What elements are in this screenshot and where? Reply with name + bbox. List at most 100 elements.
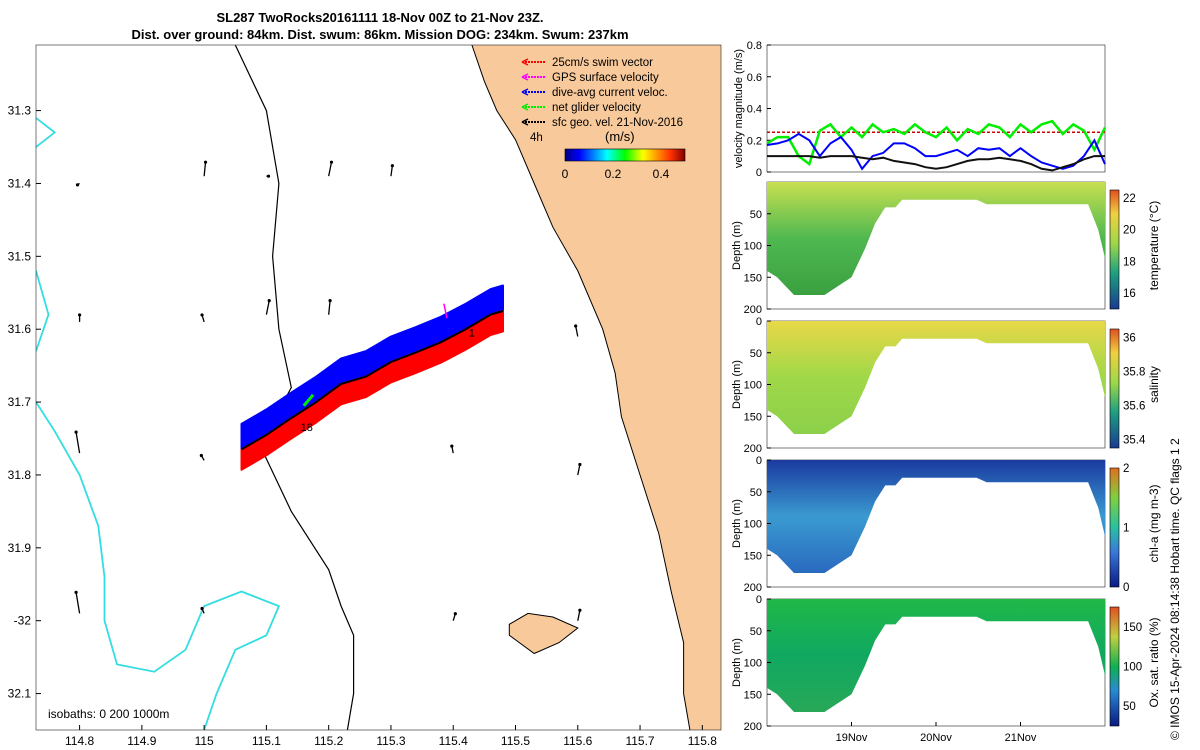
geo-vector — [75, 592, 81, 614]
geo-vector-head — [200, 606, 204, 611]
section-colorbar-salinity — [1109, 328, 1120, 449]
section-colorbar-label: chl-a (mg m-3) — [1147, 484, 1161, 562]
geo-vector — [575, 325, 579, 337]
section-colorbar-oxygen — [1109, 606, 1120, 727]
section-y-tick-label: 100 — [744, 519, 762, 531]
velocity-y-tick-label: 0.2 — [747, 135, 762, 147]
chart-title-line2: Dist. over ground: 84km. Dist. swum: 86k… — [131, 27, 629, 42]
legend-label: net glider velocity — [552, 102, 641, 114]
section-colorbar-tick: 16 — [1123, 288, 1136, 300]
rottnest-island — [508, 612, 579, 655]
geo-vector — [577, 610, 581, 621]
section-y-tick-label: 100 — [744, 380, 762, 392]
map-y-tick-label: 31.7 — [8, 395, 32, 409]
isobath-1000m-1 — [36, 117, 57, 148]
glider-track — [240, 310, 504, 451]
geo-vector-head — [267, 299, 271, 303]
section-y-tick-label: 0 — [756, 594, 762, 606]
map-y-tick-label: 31.5 — [8, 249, 32, 263]
section-colorbar-label: temperature (°C) — [1147, 201, 1161, 291]
section-y-tick-label: 50 — [750, 209, 762, 221]
section-y-tick-label: 50 — [750, 626, 762, 638]
map-x-tick-label: 115 — [195, 734, 214, 748]
section-colorbar-tick: 1 — [1123, 523, 1129, 535]
legend-label: sfc geo. vel. 21-Nov-2016 — [552, 117, 683, 129]
velocity-series-2 — [766, 132, 1106, 171]
geo-vector-head — [200, 313, 204, 317]
geo-vector-head — [74, 590, 78, 595]
map-y-tick-label: 31.3 — [8, 104, 32, 118]
speed-colorbar — [564, 148, 686, 162]
chart-title-line1: SL287 TwoRocks20161111 18-Nov 00Z to 21-… — [216, 10, 544, 25]
section-y-tick-label: 150 — [744, 550, 762, 562]
section-colorbar-tick: 35.4 — [1123, 435, 1146, 447]
isobath-1000m-3 — [36, 401, 281, 730]
geo-vector — [328, 162, 333, 177]
section-data-salinity — [767, 321, 1105, 434]
legend-arrow — [521, 58, 529, 66]
map-y-tick-label: 31.4 — [8, 176, 32, 190]
map-y-tick-label: 31.6 — [8, 322, 32, 336]
gps-velocity-mark — [443, 303, 448, 319]
map-x-tick-label: 115.5 — [501, 734, 530, 748]
section-y-tick-label: 0 — [756, 316, 762, 328]
section-y-tick-label: 150 — [744, 411, 762, 423]
geo-vector-head — [390, 164, 394, 168]
legend-arrow — [521, 88, 529, 96]
section-y-tick-label: 100 — [744, 241, 762, 253]
track-marker-end: 18 — [301, 422, 313, 434]
isobath-legend: isobaths: 0 200 1000m — [48, 707, 169, 721]
section-colorbar-tick: 20 — [1123, 225, 1136, 237]
isobath-1000m-2 — [36, 270, 50, 352]
geo-vector — [577, 464, 581, 476]
map-frame — [35, 44, 722, 731]
map-y-tick-label: 31.9 — [8, 541, 32, 555]
map-x-tick-label: 115.1 — [252, 734, 281, 748]
section-colorbar-chl-a — [1109, 467, 1120, 588]
geo-vector-head — [75, 183, 80, 187]
geo-vector-head — [266, 174, 271, 178]
legend-arrow — [521, 118, 529, 126]
section-x-tick-label: 21Nov — [1005, 732, 1037, 744]
section-data-oxygen — [767, 599, 1105, 712]
geo-vector-head — [329, 160, 334, 164]
velocity-y-tick-label: 0 — [756, 167, 762, 179]
geo-vector-head — [578, 608, 582, 612]
section-colorbar-tick: 35.8 — [1123, 367, 1145, 379]
section-colorbar-tick: 50 — [1123, 701, 1136, 713]
geo-vector — [203, 162, 207, 177]
section-y-tick-label: 50 — [750, 348, 762, 360]
section-x-tick-label: 19Nov — [836, 732, 868, 744]
geo-vector — [265, 300, 270, 315]
section-y-tick-label: 200 — [744, 443, 762, 455]
section-x-tick-label: 20Nov — [920, 732, 952, 744]
section-colorbar-tick: 36 — [1123, 333, 1136, 345]
time-scale-label: 4h — [530, 132, 543, 144]
velocity-y-tick-label: 0.6 — [747, 72, 762, 84]
colorbar-tick-label: 0.4 — [653, 167, 670, 181]
net-velocity-mark — [302, 393, 315, 407]
legend-label: 25cm/s swim vector — [552, 57, 653, 69]
section-colorbar-tick: 18 — [1123, 256, 1136, 268]
section-y-tick-label: 100 — [744, 658, 762, 670]
velocity-y-tick-label: 0.4 — [747, 104, 762, 116]
section-y-label: Depth (m) — [731, 499, 743, 548]
section-y-label: Depth (m) — [731, 221, 743, 270]
section-y-tick-label: 150 — [744, 272, 762, 284]
colorbar-tick-label: 0.2 — [605, 167, 622, 181]
geo-vector-head — [199, 453, 203, 458]
coastline — [471, 45, 691, 730]
legend-label: GPS surface velocity — [552, 72, 659, 84]
map-y-tick-label: 32.1 — [8, 687, 32, 701]
geo-vector-head — [77, 313, 82, 317]
colorbar-tick-label: 0 — [562, 167, 569, 181]
colorbar-units: (m/s) — [605, 129, 635, 144]
section-colorbar-label: Ox. sat. ratio (%) — [1147, 617, 1161, 707]
geo-vector-head — [450, 444, 454, 448]
velocity-series-1 — [766, 119, 1107, 167]
section-colorbar-temperature — [1109, 189, 1120, 310]
geo-vector-head — [453, 612, 457, 616]
velocity-y-tick-label: 0.8 — [747, 40, 762, 52]
map-y-tick-label: 31.8 — [8, 468, 32, 482]
section-colorbar-tick: 100 — [1123, 662, 1142, 674]
